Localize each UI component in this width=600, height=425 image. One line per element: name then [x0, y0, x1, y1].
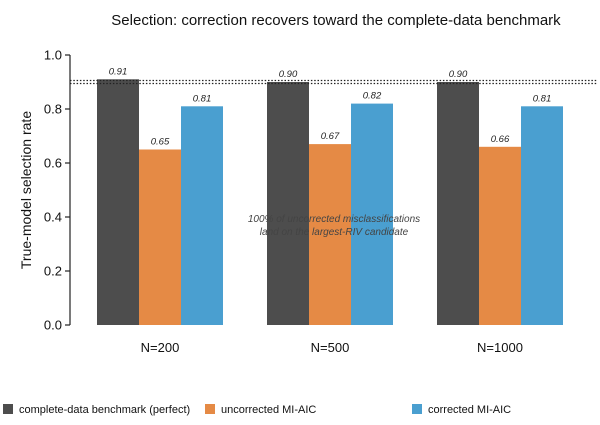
- value-labels-group: 0.91 0.65 0.81 0.90 0.67 0.82 0.90 0.66 0.81: [109, 66, 552, 147]
- bar-value-label: 0.90: [279, 69, 298, 80]
- legend-label: complete-data benchmark (perfect): [19, 404, 190, 416]
- legend: complete-data benchmark (perfect) uncorre…: [3, 404, 511, 416]
- bar-completedata-n500: [267, 82, 309, 325]
- bar-value-label: 0.81: [193, 93, 212, 104]
- bar-value-label: 0.91: [109, 66, 128, 77]
- bar-value-label: 0.67: [321, 131, 340, 142]
- bar-completedata-n1000: [437, 82, 479, 325]
- bar-corrected-n500: [351, 103, 393, 325]
- reference-line-group: [70, 79, 598, 85]
- bars-group: [97, 79, 563, 325]
- bar-corrected-n1000: [521, 106, 563, 325]
- x-category-label: N=200: [141, 340, 180, 355]
- bar-value-label: 0.82: [363, 91, 382, 102]
- y-axis-label: True-model selection rate: [18, 111, 34, 269]
- bar-completedata-n200: [97, 79, 139, 325]
- bar-uncorrected-n200: [139, 149, 181, 325]
- y-tick-label: 0.6: [44, 156, 62, 171]
- bar-corrected-n200: [181, 106, 223, 325]
- x-category-label: N=1000: [477, 340, 523, 355]
- y-tick-label: 0.0: [44, 318, 62, 333]
- legend-swatch: [3, 404, 13, 414]
- annotation-line-1: 100% of uncorrected misclassifications: [248, 214, 420, 225]
- bar-uncorrected-n500: [309, 144, 351, 325]
- legend-swatch: [412, 404, 422, 414]
- annotation-group: 100% of uncorrected misclassifications l…: [248, 214, 420, 238]
- bar-value-label: 0.65: [151, 137, 170, 148]
- annotation-line-2: land on the largest-RIV candidate: [260, 227, 409, 238]
- legend-swatch: [205, 404, 215, 414]
- y-axis-ticks: 0.0 0.2 0.4 0.6 0.8 1.0: [44, 48, 70, 333]
- y-tick-label: 0.2: [44, 264, 62, 279]
- bar-value-label: 0.66: [491, 134, 510, 145]
- chart-title: Selection: correction recovers toward th…: [111, 12, 561, 29]
- y-tick-label: 0.8: [44, 102, 62, 117]
- x-category-label: N=500: [311, 340, 350, 355]
- legend-label: corrected MI-AIC: [428, 404, 511, 416]
- legend-label: uncorrected MI-AIC: [221, 404, 316, 416]
- bar-uncorrected-n1000: [479, 146, 521, 325]
- bar-value-label: 0.81: [533, 93, 552, 104]
- category-labels-group: N=200 N=500 N=1000: [141, 340, 523, 355]
- y-tick-label: 1.0: [44, 48, 62, 63]
- bar-value-label: 0.90: [449, 69, 468, 80]
- y-tick-label: 0.4: [44, 210, 62, 225]
